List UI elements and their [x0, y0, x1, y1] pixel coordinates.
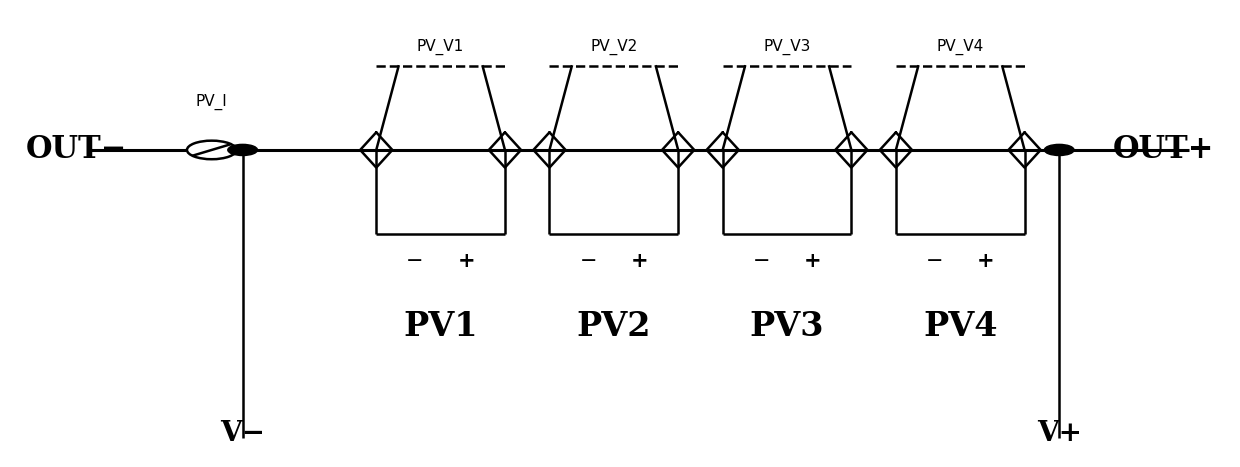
Text: +: + — [458, 251, 475, 271]
Text: PV_I: PV_I — [196, 94, 228, 111]
Text: +: + — [804, 251, 822, 271]
Text: V−: V− — [221, 420, 265, 447]
Circle shape — [1044, 144, 1074, 156]
Text: −: − — [753, 251, 770, 271]
Text: −: − — [579, 251, 596, 271]
Text: PV_V4: PV_V4 — [936, 39, 983, 55]
Text: PV2: PV2 — [577, 310, 651, 343]
Text: −: − — [407, 251, 424, 271]
Text: +: + — [977, 251, 994, 271]
Circle shape — [187, 141, 237, 159]
Text: −: − — [926, 251, 944, 271]
Text: OUT−: OUT− — [26, 134, 128, 165]
Text: PV1: PV1 — [403, 310, 477, 343]
Text: PV3: PV3 — [750, 310, 825, 343]
Text: PV_V2: PV_V2 — [590, 39, 637, 55]
Circle shape — [228, 144, 258, 156]
Text: PV_V1: PV_V1 — [417, 39, 464, 55]
Text: OUT+: OUT+ — [1112, 134, 1214, 165]
Text: V+: V+ — [1037, 420, 1081, 447]
Text: PV_V3: PV_V3 — [764, 39, 811, 55]
Text: PV4: PV4 — [923, 310, 997, 343]
Text: +: + — [631, 251, 649, 271]
